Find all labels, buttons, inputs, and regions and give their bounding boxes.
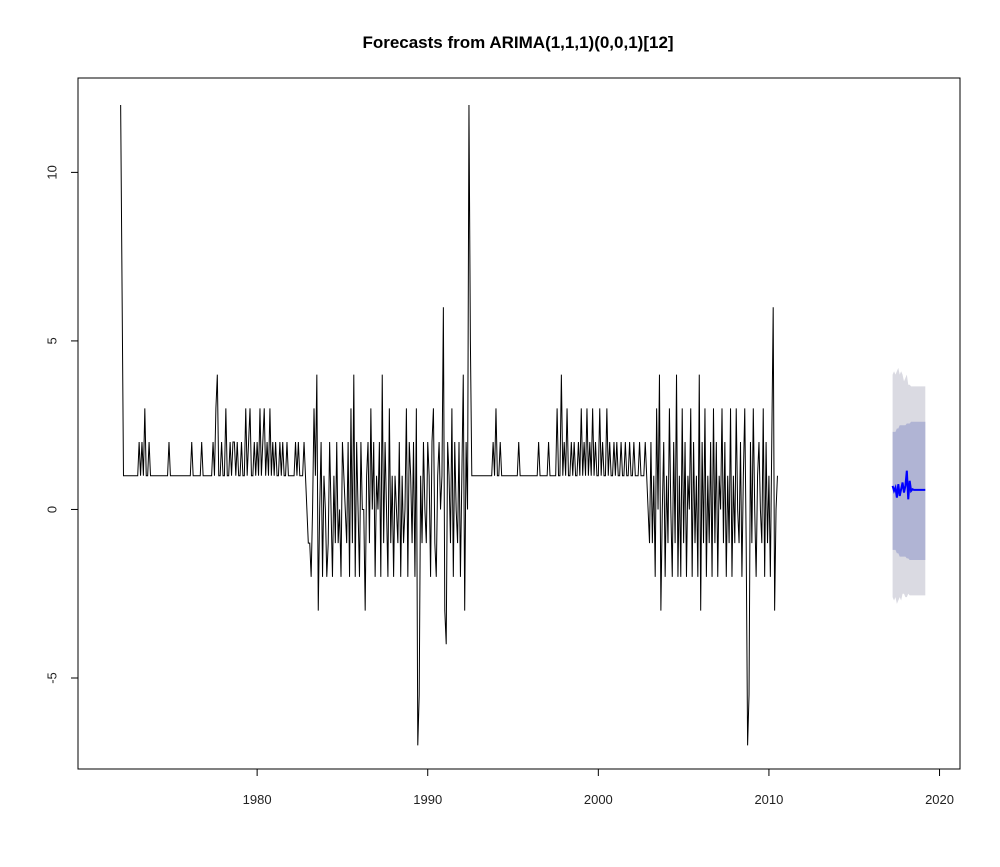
- x-tick-label: 1980: [243, 792, 272, 807]
- y-tick-label: 10: [45, 165, 60, 179]
- y-tick-label: 5: [45, 337, 60, 344]
- x-tick-label: 1990: [413, 792, 442, 807]
- x-tick-label: 2020: [925, 792, 954, 807]
- x-tick-label: 2000: [584, 792, 613, 807]
- x-axis: 1980 1990 2000 2010 2020: [243, 768, 954, 807]
- y-tick-label: -5: [45, 672, 60, 684]
- y-tick-label: 0: [45, 506, 60, 513]
- observed-series-layer: [120, 104, 778, 746]
- forecast-series-layer: [891, 470, 926, 500]
- chart-title: Forecasts from ARIMA(1,1,1)(0,0,1)[12]: [362, 33, 673, 52]
- observed-series-line: [120, 104, 778, 746]
- x-tick-label: 2010: [754, 792, 783, 807]
- y-axis: -5 0 5 10: [45, 165, 79, 684]
- forecast-series-line: [891, 470, 926, 500]
